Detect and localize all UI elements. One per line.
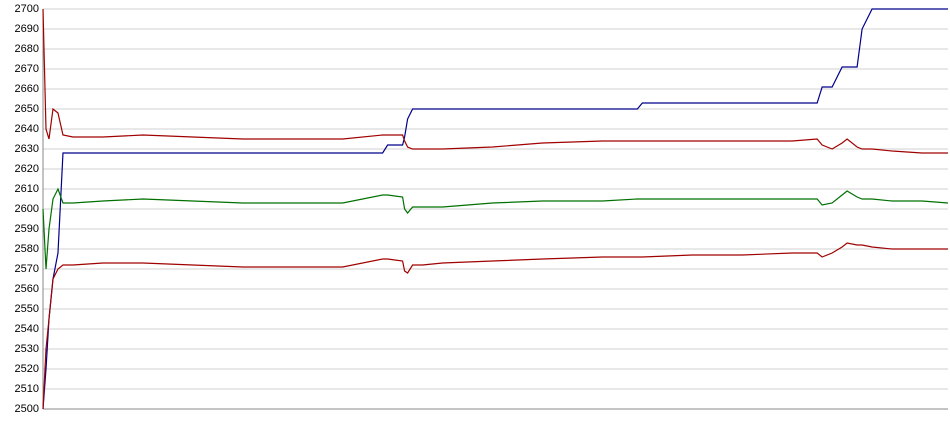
y-tick-label: 2600: [15, 203, 39, 215]
y-tick-label: 2700: [15, 3, 39, 15]
y-tick-label: 2630: [15, 143, 39, 155]
y-tick-label: 2540: [15, 323, 39, 335]
series-line: [42, 8, 948, 154]
y-tick-label: 2580: [15, 243, 39, 255]
series-line: [42, 242, 948, 410]
y-tick-label: 2530: [15, 343, 39, 355]
y-tick-label: 2690: [15, 23, 39, 35]
y-tick-label: 2570: [15, 263, 39, 275]
series-line: [42, 187, 949, 270]
y-tick-label: 2560: [15, 283, 39, 295]
y-tick-label: 2500: [15, 403, 39, 415]
y-tick-label: 2670: [15, 63, 39, 75]
y-tick-label: 2620: [15, 163, 39, 175]
y-tick-label: 2640: [15, 123, 39, 135]
y-tick-label: 2550: [15, 303, 39, 315]
y-tick-label: 2510: [15, 383, 39, 395]
y-tick-label: 2610: [15, 183, 39, 195]
y-tick-label: 2680: [15, 43, 39, 55]
y-tick-label: 2650: [15, 103, 39, 115]
series-line: [42, 8, 948, 410]
y-tick-label: 2660: [15, 83, 39, 95]
y-tick-label: 2590: [15, 223, 39, 235]
y-tick-label: 2520: [15, 363, 39, 375]
